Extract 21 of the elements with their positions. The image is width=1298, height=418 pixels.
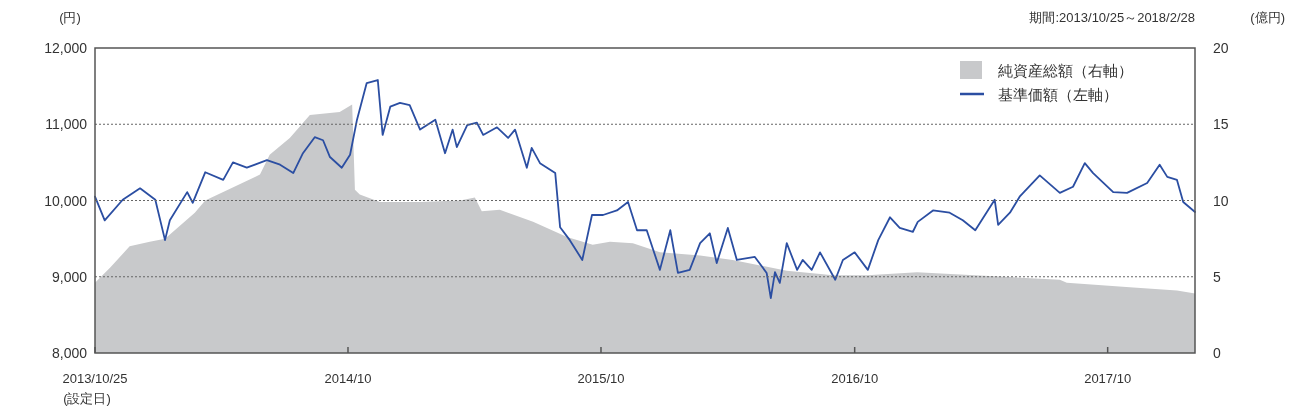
text: (設定日) [63,391,111,406]
y2-tick-label: 20 [1213,40,1229,56]
legend-label: 純資産総額（右軸） [998,62,1133,79]
x-tick-label: 2016/10 [831,371,879,386]
y-tick-label: 9,000 [51,268,88,285]
y-tick-label: 10,000 [44,192,88,209]
y-tick-label: 8,000 [51,345,88,361]
y-axis-title: (円) [59,10,81,25]
y2-tick-label: 5 [1213,268,1221,285]
x-tick-label: 2017/10 [1084,371,1132,386]
y2-tick-label: 15 [1213,116,1229,133]
y2-axis-title: (億円) [1250,10,1285,25]
x-tick-label: 2013/10/25 [62,371,128,386]
x-tick-label: 2015/10 [577,371,625,386]
y2-tick-label: 10 [1213,192,1229,209]
chart-subtitle: 期間:2013/10/25～2018/2/28 [1029,10,1195,25]
x-tick-label: 2014/10 [324,371,372,386]
y2-tick-label: 0 [1213,345,1221,361]
y-tick-label: 12,000 [44,40,88,56]
y-tick-label: 11,000 [45,116,88,133]
legend-label: 基準価額（左軸） [998,86,1118,103]
